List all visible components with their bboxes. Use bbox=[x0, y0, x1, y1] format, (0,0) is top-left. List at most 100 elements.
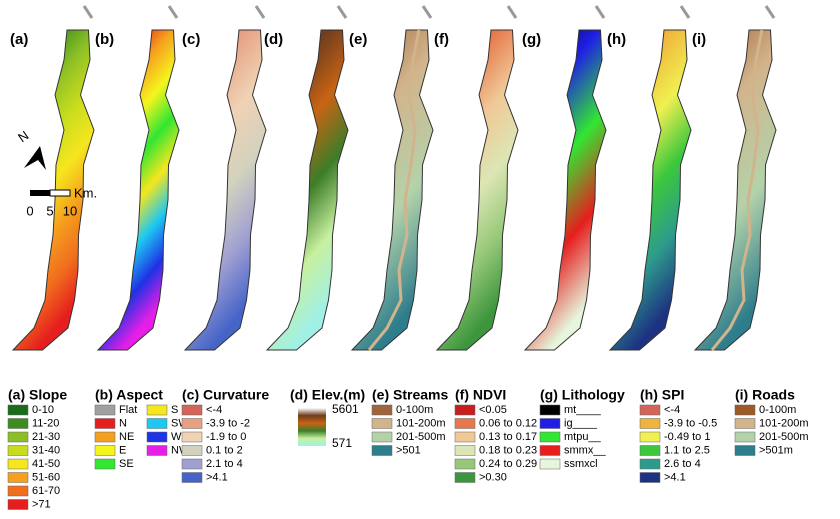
legend-label: Flat bbox=[119, 404, 137, 416]
scale-tick: 10 bbox=[63, 203, 77, 218]
legend-label: >501 bbox=[396, 444, 421, 456]
legend-swatch bbox=[540, 459, 560, 469]
legend-swatch bbox=[540, 405, 560, 415]
legend-label: -3.9 to -2 bbox=[206, 417, 250, 429]
legend-title: (e) Streams bbox=[372, 387, 448, 403]
panel-label: (f) bbox=[434, 31, 449, 48]
legend-swatch bbox=[147, 432, 167, 442]
legend-label: >501m bbox=[759, 444, 793, 456]
legend-label: 5601 bbox=[332, 402, 359, 416]
legend-swatch bbox=[182, 432, 202, 442]
legend-swatch bbox=[372, 446, 392, 456]
legend-label: S bbox=[171, 404, 178, 416]
legend-label: -1.9 to 0 bbox=[206, 431, 246, 443]
legend-label: ig____ bbox=[564, 417, 598, 429]
legend-label: ssmxcl bbox=[564, 458, 598, 470]
legend-swatch bbox=[147, 419, 167, 429]
legend-title: (a) Slope bbox=[8, 387, 67, 403]
panel-label: (g) bbox=[522, 31, 541, 48]
legend-label: 0.1 to 2 bbox=[206, 444, 243, 456]
legend-title: (f) NDVI bbox=[455, 387, 506, 403]
legend-label: 0.13 to 0.17 bbox=[479, 431, 537, 443]
legend-swatch bbox=[455, 419, 475, 429]
legend-label: <-4 bbox=[206, 404, 222, 416]
legend-swatch bbox=[735, 446, 755, 456]
legend-swatch bbox=[147, 446, 167, 456]
legend-label: W bbox=[171, 431, 182, 443]
legend-label: mtpu__ bbox=[564, 431, 602, 443]
legend-swatch bbox=[735, 419, 755, 429]
legend-swatch bbox=[8, 486, 28, 496]
legend-title: (i) Roads bbox=[735, 387, 795, 403]
legend-label: 571 bbox=[332, 436, 352, 450]
legend-title: (b) Aspect bbox=[95, 387, 163, 403]
legend-label: 2.1 to 4 bbox=[206, 458, 243, 470]
legend-swatch bbox=[735, 432, 755, 442]
panel-label: (a) bbox=[10, 31, 28, 48]
legend-swatch bbox=[8, 446, 28, 456]
legend-label: 21-30 bbox=[32, 431, 60, 443]
legend-label: 0-100m bbox=[396, 404, 433, 416]
legend-swatch bbox=[372, 432, 392, 442]
legend-swatch bbox=[8, 500, 28, 510]
legend-swatch bbox=[455, 405, 475, 415]
legend-swatch bbox=[540, 419, 560, 429]
scale-tick: 0 bbox=[26, 203, 33, 218]
legend-swatch bbox=[8, 432, 28, 442]
legend-label: -3.9 to -0.5 bbox=[664, 417, 717, 429]
panel-label: (d) bbox=[264, 31, 283, 48]
legend-label: <-4 bbox=[664, 404, 680, 416]
legend-label: 0.06 to 0.12 bbox=[479, 417, 537, 429]
legend-label: 41-50 bbox=[32, 458, 60, 470]
legend-swatch bbox=[372, 419, 392, 429]
legend-label: 101-200m bbox=[759, 417, 809, 429]
legend-label: 51-60 bbox=[32, 471, 60, 483]
legend-label: 2.6 to 4 bbox=[664, 458, 701, 470]
panel-label: (b) bbox=[95, 31, 114, 48]
legend-label: 201-500m bbox=[759, 431, 809, 443]
legend-swatch bbox=[95, 446, 115, 456]
legend-swatch bbox=[182, 459, 202, 469]
legend-label: >4.1 bbox=[206, 471, 228, 483]
legend-title: (g) Lithology bbox=[540, 387, 625, 403]
panel-label: (h) bbox=[607, 31, 626, 48]
panel-label: (i) bbox=[692, 31, 706, 48]
legend-label: 201-500m bbox=[396, 431, 446, 443]
scale-tick: 5 bbox=[46, 203, 53, 218]
legend-swatch bbox=[182, 405, 202, 415]
legend-label: 0-10 bbox=[32, 404, 54, 416]
legend-swatch bbox=[95, 432, 115, 442]
legend-swatch bbox=[182, 473, 202, 483]
scale-seg bbox=[30, 190, 50, 196]
legend-label: 1.1 to 2.5 bbox=[664, 444, 710, 456]
legend-label: 0-100m bbox=[759, 404, 796, 416]
legend-swatch bbox=[8, 405, 28, 415]
panel-label: (e) bbox=[349, 31, 367, 48]
legend-swatch bbox=[640, 446, 660, 456]
legend-swatch bbox=[640, 473, 660, 483]
legend-ramp bbox=[298, 408, 326, 446]
legend-swatch bbox=[735, 405, 755, 415]
legend-label: SE bbox=[119, 458, 134, 470]
scale-unit: Km. bbox=[74, 185, 97, 200]
legend-swatch bbox=[540, 432, 560, 442]
panel-label: (c) bbox=[182, 31, 200, 48]
figure: (a)(b)(c)(d)(e)(f)(g)(h)(i)NKm.0510(a) S… bbox=[0, 0, 840, 514]
legend-swatch bbox=[95, 405, 115, 415]
legend-label: >4.1 bbox=[664, 471, 686, 483]
legend-swatch bbox=[455, 432, 475, 442]
legend-swatch bbox=[455, 446, 475, 456]
legend-swatch bbox=[182, 419, 202, 429]
legend-swatch bbox=[8, 459, 28, 469]
legend-label: -0.49 to 1 bbox=[664, 431, 710, 443]
legend-label: smmx__ bbox=[564, 444, 606, 456]
legend-swatch bbox=[540, 446, 560, 456]
legend-label: 101-200m bbox=[396, 417, 446, 429]
legend-label: 0.24 to 0.29 bbox=[479, 458, 537, 470]
legend-swatch bbox=[147, 405, 167, 415]
legend-label: 31-40 bbox=[32, 444, 60, 456]
legend-label: 0.18 to 0.23 bbox=[479, 444, 537, 456]
legend-title: (d) Elev.(m) bbox=[290, 387, 365, 403]
legend-title: (h) SPI bbox=[640, 387, 684, 403]
legend-label: >71 bbox=[32, 498, 51, 510]
